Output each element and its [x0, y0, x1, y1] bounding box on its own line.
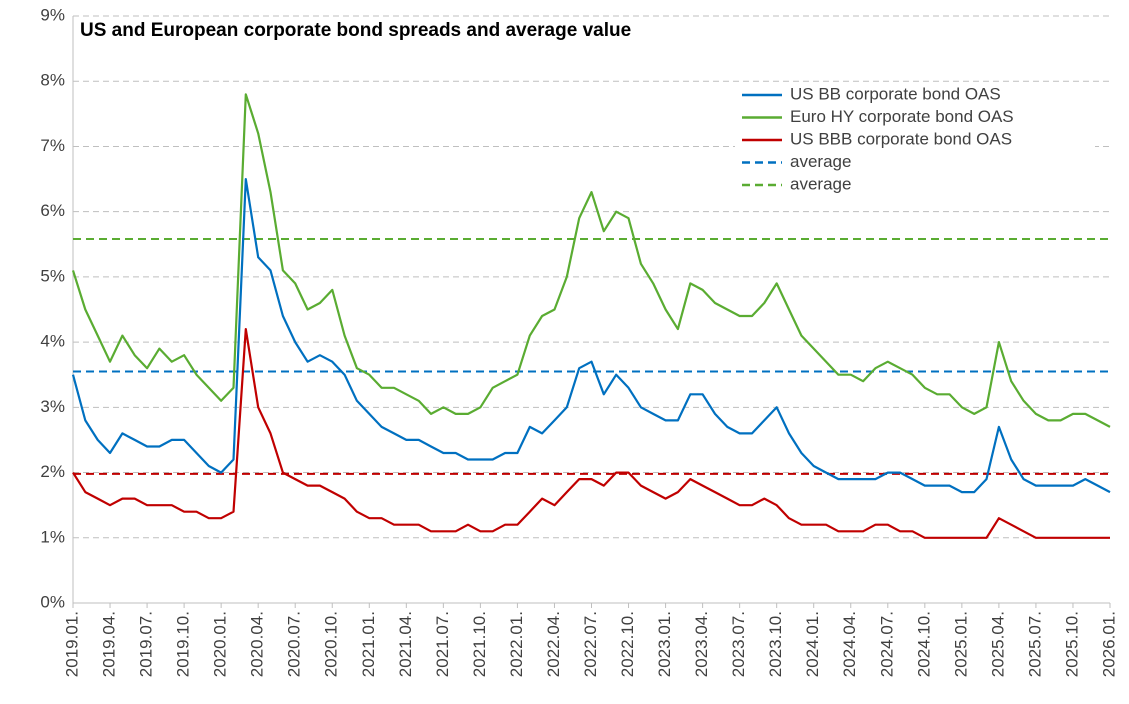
y-tick-label: 9%	[40, 5, 65, 24]
y-tick-label: 7%	[40, 136, 65, 155]
legend-label: average	[790, 152, 851, 171]
legend-bg	[735, 106, 1095, 129]
legend-bg	[735, 129, 1095, 151]
x-tick-label: 2026.01.	[1099, 611, 1118, 677]
legend-bg	[735, 151, 1095, 174]
x-tick-label: 2020.10.	[322, 611, 341, 677]
x-tick-label: 2019.07.	[137, 611, 156, 677]
x-tick-label: 2024.10.	[914, 611, 933, 677]
x-tick-label: 2021.10.	[470, 611, 489, 677]
legend-label: US BB corporate bond OAS	[790, 84, 1001, 103]
x-tick-label: 2022.07.	[581, 611, 600, 677]
y-tick-label: 8%	[40, 71, 65, 90]
y-tick-label: 1%	[40, 527, 65, 546]
y-tick-label: 4%	[40, 332, 65, 351]
x-tick-label: 2024.07.	[877, 611, 896, 677]
x-tick-label: 2022.04.	[544, 611, 563, 677]
x-tick-label: 2024.04.	[840, 611, 859, 677]
x-tick-label: 2022.10.	[618, 611, 637, 677]
x-tick-label: 2023.04.	[692, 611, 711, 677]
x-tick-label: 2025.10.	[1062, 611, 1081, 677]
series-line	[71, 93, 1111, 428]
x-tick-label: 2019.04.	[100, 611, 119, 677]
x-tick-label: 2023.01.	[655, 611, 674, 677]
chart-title: US and European corporate bond spreads a…	[80, 20, 631, 41]
x-tick-label: 2020.04.	[248, 611, 267, 677]
x-tick-label: 2020.01.	[211, 611, 230, 677]
y-tick-label: 3%	[40, 397, 65, 416]
y-tick-label: 0%	[40, 592, 65, 611]
x-tick-label: 2021.04.	[396, 611, 415, 677]
x-tick-label: 2025.01.	[951, 611, 970, 677]
x-tick-label: 2021.01.	[359, 611, 378, 677]
legend-label: Euro HY corporate bond OAS	[790, 107, 1014, 126]
x-tick-label: 2024.01.	[803, 611, 822, 677]
legend-label: US BBB corporate bond OAS	[790, 129, 1012, 148]
legend-label: average	[790, 174, 851, 193]
y-tick-label: 2%	[40, 462, 65, 481]
y-tick-label: 5%	[40, 266, 65, 285]
series-line	[72, 328, 1110, 539]
x-tick-label: 2025.07.	[1025, 611, 1044, 677]
x-tick-label: 2023.10.	[766, 611, 785, 677]
legend-bg	[735, 84, 1095, 106]
x-tick-label: 2025.04.	[988, 611, 1007, 677]
x-tick-label: 2023.07.	[729, 611, 748, 677]
x-tick-label: 2022.01.	[507, 611, 526, 677]
x-tick-label: 2020.07.	[285, 611, 304, 677]
legend-bg	[735, 174, 1095, 196]
x-tick-label: 2019.10.	[174, 611, 193, 677]
series-line	[71, 178, 1111, 494]
y-tick-label: 6%	[40, 201, 65, 220]
x-tick-label: 2019.01.	[62, 611, 81, 677]
x-tick-label: 2021.07.	[433, 611, 452, 677]
